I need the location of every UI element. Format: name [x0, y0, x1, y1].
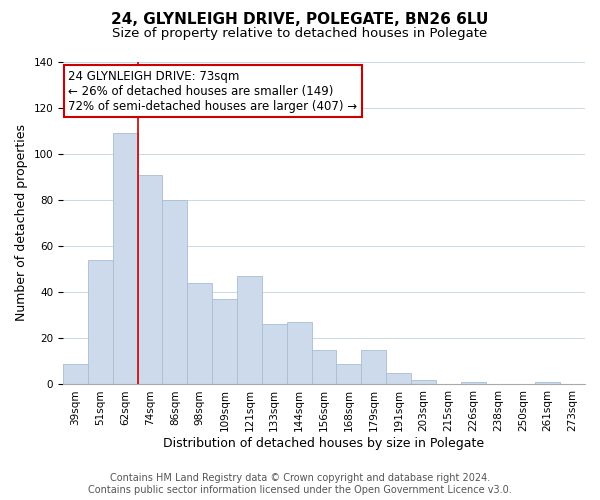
Bar	[262, 324, 287, 384]
Bar	[212, 299, 237, 384]
Bar	[137, 174, 163, 384]
Bar	[113, 133, 137, 384]
Text: Contains HM Land Registry data © Crown copyright and database right 2024.
Contai: Contains HM Land Registry data © Crown c…	[88, 474, 512, 495]
Bar	[88, 260, 113, 384]
Bar	[187, 283, 212, 384]
Bar	[535, 382, 560, 384]
Bar	[386, 373, 411, 384]
Text: 24, GLYNLEIGH DRIVE, POLEGATE, BN26 6LU: 24, GLYNLEIGH DRIVE, POLEGATE, BN26 6LU	[112, 12, 488, 28]
Bar	[461, 382, 485, 384]
Bar	[63, 364, 88, 384]
Text: Size of property relative to detached houses in Polegate: Size of property relative to detached ho…	[112, 28, 488, 40]
Bar	[411, 380, 436, 384]
Bar	[337, 364, 361, 384]
Bar	[237, 276, 262, 384]
Text: 24 GLYNLEIGH DRIVE: 73sqm
← 26% of detached houses are smaller (149)
72% of semi: 24 GLYNLEIGH DRIVE: 73sqm ← 26% of detac…	[68, 70, 358, 112]
Bar	[163, 200, 187, 384]
Bar	[287, 322, 311, 384]
Bar	[311, 350, 337, 384]
Bar	[361, 350, 386, 384]
X-axis label: Distribution of detached houses by size in Polegate: Distribution of detached houses by size …	[163, 437, 485, 450]
Y-axis label: Number of detached properties: Number of detached properties	[15, 124, 28, 322]
